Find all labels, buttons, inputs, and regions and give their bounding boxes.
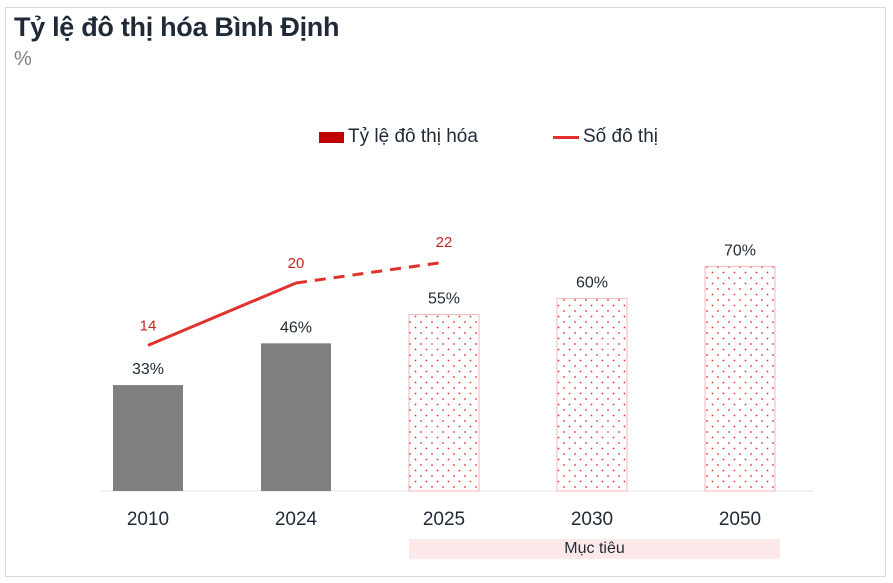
legend-label-rate: Tỷ lệ đô thị hóa bbox=[348, 126, 478, 147]
line-segment-2024-2025 bbox=[295, 260, 445, 285]
legend-label-count: Số đô thị bbox=[583, 126, 658, 147]
bar-value-label-2024: 46% bbox=[280, 319, 312, 336]
chart-frame bbox=[5, 7, 886, 577]
unit-label: % bbox=[14, 48, 32, 70]
target-band: Mục tiêu bbox=[409, 539, 780, 559]
bar-2030 bbox=[556, 297, 628, 492]
bar-value-label-2025: 55% bbox=[428, 290, 460, 307]
x-tick-label-2030: 2030 bbox=[571, 509, 613, 530]
line-value-label-2010: 14 bbox=[140, 317, 157, 334]
legend-item-rate: Tỷ lệ đô thị hóa bbox=[319, 123, 478, 151]
bar-value-label-2050: 70% bbox=[724, 242, 756, 259]
bar-value-label-2010: 33% bbox=[132, 361, 164, 378]
line-segment-2010-2024 bbox=[147, 281, 297, 347]
chart-title: Tỷ lệ đô thị hóa Bình Định bbox=[14, 12, 340, 42]
legend-line-swatch bbox=[553, 135, 579, 139]
bar-2025 bbox=[408, 313, 480, 492]
x-tick-label-2050: 2050 bbox=[719, 509, 761, 530]
bar-value-label-2030: 60% bbox=[576, 274, 608, 291]
legend-item-count: Số đô thị bbox=[553, 123, 658, 151]
bar-2024 bbox=[261, 343, 331, 491]
x-tick-label-2010: 2010 bbox=[127, 509, 169, 530]
x-tick-label-2024: 2024 bbox=[275, 509, 318, 530]
bar-2010 bbox=[113, 385, 183, 491]
line-value-label-2025: 22 bbox=[436, 234, 453, 251]
legend-bar-swatch bbox=[319, 131, 344, 143]
bar-2050 bbox=[704, 265, 776, 492]
line-value-label-2024: 20 bbox=[288, 255, 305, 272]
x-tick-label-2025: 2025 bbox=[423, 509, 465, 530]
